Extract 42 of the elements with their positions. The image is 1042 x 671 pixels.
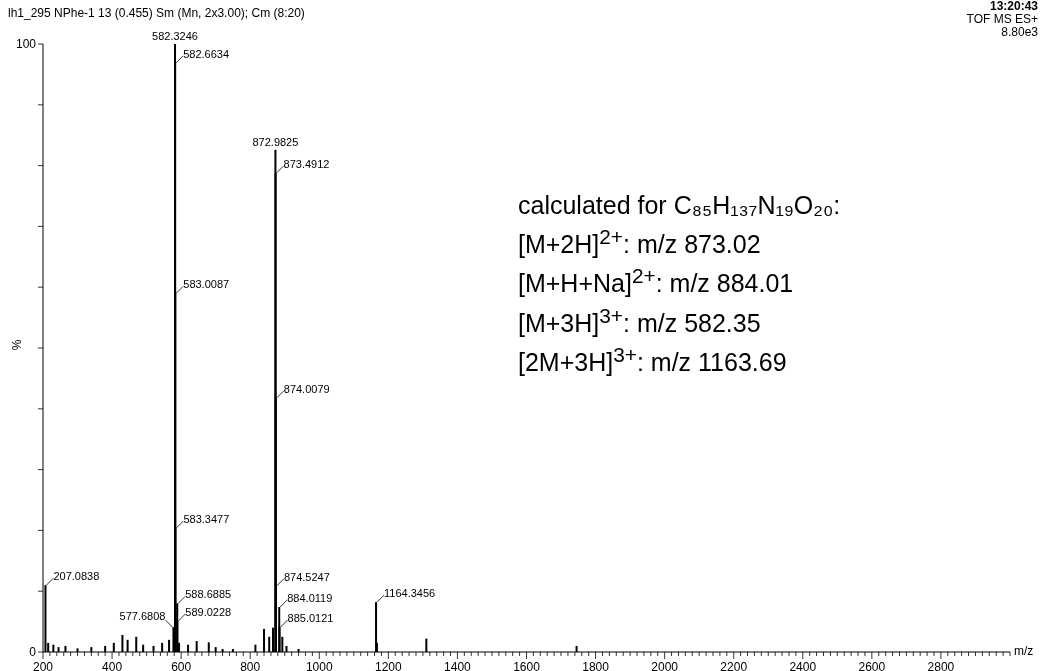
annotation: 873.4912 — [283, 157, 330, 170]
x-tick-label: 2600 — [858, 660, 886, 671]
text: 8.80e3 — [1000, 25, 1038, 39]
x-tick-label: 1600 — [513, 660, 541, 671]
x-tick-label: 200 — [32, 660, 54, 671]
x-tick-label: 2200 — [720, 660, 748, 671]
annotation: 874.0079 — [283, 382, 330, 395]
x-tick-label: 1400 — [444, 660, 472, 671]
x-axis-title: m/z — [1014, 644, 1034, 658]
x-tick-label: 800 — [240, 660, 261, 671]
annotation: 207.0838 — [53, 570, 100, 583]
annotation: 583.0087 — [183, 278, 230, 291]
annotation: 582.3246 — [152, 30, 198, 42]
x-tick-label: 1000 — [305, 660, 333, 671]
x-tick-label: 1200 — [375, 660, 403, 671]
x-tick-label: 2800 — [927, 660, 955, 671]
annotation: 582.6634 — [183, 47, 230, 60]
text: 13:20:43 — [988, 0, 1038, 13]
annotation: 884.0119 — [287, 592, 333, 605]
annotation: [M+2H]$^{2+}$: m/z 873.02 — [518, 224, 762, 261]
annotation: calculated for C₈₅H₁₃₇N₁₉O₂₀: — [518, 190, 841, 221]
x-tick-label: 600 — [171, 660, 192, 671]
annotation: 885.0121 — [287, 612, 334, 625]
chart-title: lh1_295 NPhe-1 13 (0.455) Sm (Mn, 2x3.00); Cm (8:20) — [8, 6, 305, 20]
y-tick-label: 100 — [15, 37, 37, 51]
annotation: 589.0228 — [185, 605, 232, 618]
x-tick-label: 400 — [102, 660, 123, 671]
x-tick-label: 2000 — [651, 660, 679, 671]
annotation: 874.5247 — [283, 570, 330, 583]
annotation: 583.3477 — [183, 512, 230, 525]
x-tick-label: 1800 — [582, 660, 610, 671]
text: TOF MS ES+ — [966, 12, 1038, 26]
annotation: 872.9825 — [252, 135, 299, 148]
annotation: [2M+3H]$^{3+}$: m/z 1163.69 — [518, 342, 788, 379]
annotation: 588.6885 — [185, 588, 232, 601]
annotation: [M+H+Na]$^{2+}$: m/z 884.01 — [518, 263, 795, 300]
y-tick-label: 0 — [29, 645, 37, 659]
annotation: 577.6808 — [119, 610, 166, 623]
annotation: [M+3H]$^{3+}$: m/z 582.35 — [518, 302, 762, 339]
x-tick-label: 2400 — [789, 660, 817, 671]
y-axis-title: % — [10, 339, 25, 351]
annotation: 1164.3456 — [384, 587, 436, 600]
